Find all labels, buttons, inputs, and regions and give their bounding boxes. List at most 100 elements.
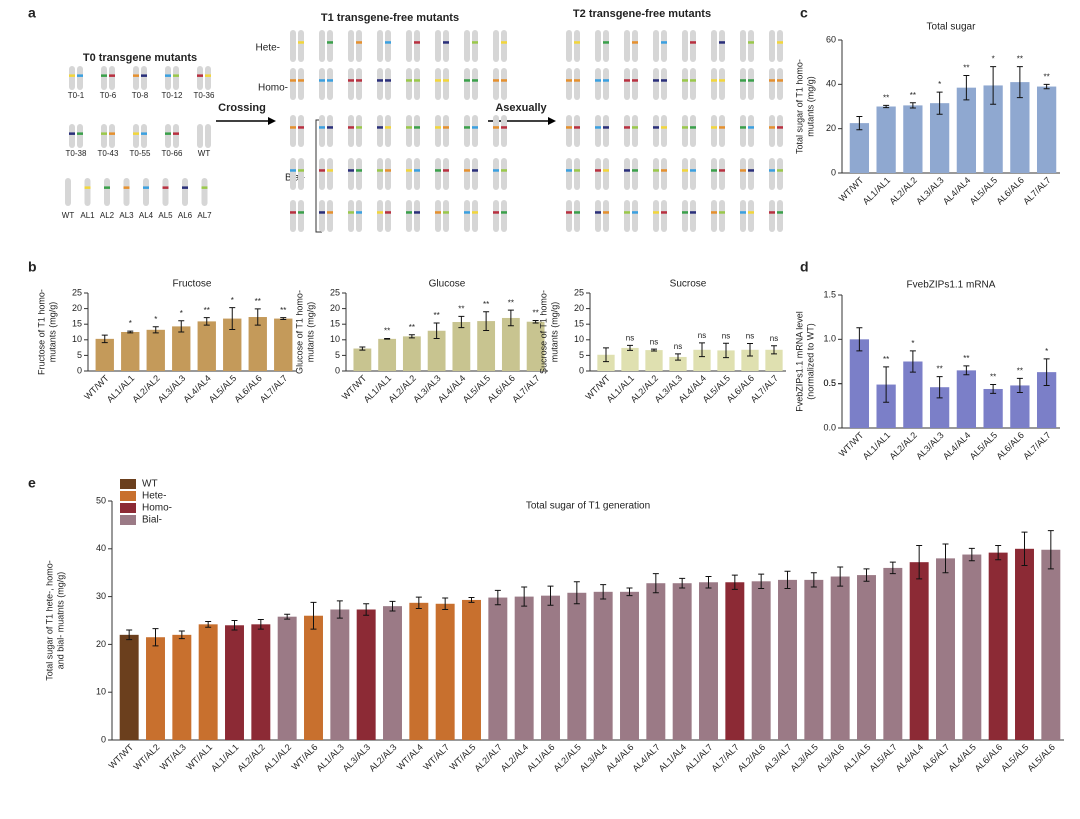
chromosome xyxy=(748,158,754,190)
x-tick-label: AL6/AL6 xyxy=(973,742,1004,773)
error-bar xyxy=(651,348,657,352)
chromosome xyxy=(603,68,609,100)
significance: ** xyxy=(883,355,889,364)
chromosome-band xyxy=(290,169,296,172)
error-bar xyxy=(433,322,440,340)
error-bar xyxy=(990,384,997,394)
chromosome xyxy=(377,158,383,190)
y-tick-label: 0.5 xyxy=(823,378,836,388)
chromosome-band xyxy=(356,211,362,214)
chromosome-band xyxy=(690,79,696,82)
chromosome-band xyxy=(711,211,717,214)
chromosome-band xyxy=(406,126,412,129)
error-bar xyxy=(963,74,970,101)
chromosome-band xyxy=(77,132,83,135)
y-tick-label: 50 xyxy=(96,495,106,505)
chromosome-band xyxy=(661,169,667,172)
error-bar xyxy=(1047,530,1054,570)
significance: ** xyxy=(508,298,514,307)
chromosome-band xyxy=(162,186,169,189)
chromosome xyxy=(443,115,449,147)
x-tick-label: AL7/AL7 xyxy=(258,373,289,404)
bar xyxy=(717,350,735,371)
chromosome-band xyxy=(632,211,638,214)
error-bar xyxy=(442,597,449,611)
y-tick-label: 25 xyxy=(330,287,340,297)
chromosome-band xyxy=(443,126,449,129)
bar xyxy=(251,624,271,740)
chromosome xyxy=(205,66,211,90)
chart-title: Sucrose xyxy=(670,279,707,290)
chromosome-band xyxy=(348,126,354,129)
chromosome-band xyxy=(661,126,667,129)
error-bar xyxy=(810,572,817,588)
chromosome xyxy=(653,68,659,100)
significance: * xyxy=(231,296,234,305)
error-bar xyxy=(284,613,291,620)
error-bar xyxy=(359,346,366,351)
x-tick-label: AL2/AL2 xyxy=(887,175,918,206)
error-bar xyxy=(483,311,490,331)
chromosome-band xyxy=(109,132,115,135)
chromosome xyxy=(101,66,107,90)
chromosome xyxy=(719,115,725,147)
error-bar xyxy=(1016,66,1023,99)
chromosome xyxy=(472,115,478,147)
chromosome-band xyxy=(133,74,139,77)
chromosome-band xyxy=(348,79,354,82)
chromosome-band xyxy=(661,79,667,82)
chromosome-band xyxy=(769,79,775,82)
chromosome-band xyxy=(682,211,688,214)
y-tick-label: 10 xyxy=(330,334,340,344)
chromosome-band xyxy=(290,126,296,129)
error-bar xyxy=(458,315,465,329)
chromosome-band xyxy=(69,74,75,77)
x-tick-label: AL5/AL7 xyxy=(867,742,898,773)
bar xyxy=(223,318,242,371)
bar xyxy=(172,634,192,740)
chromosome xyxy=(414,30,420,62)
chromosome-band xyxy=(574,169,580,172)
significance: * xyxy=(1045,347,1048,356)
error-bar xyxy=(532,319,539,324)
t0-label: T0-38 xyxy=(66,149,87,158)
y-tick-label: 1.5 xyxy=(823,289,836,299)
chromosome xyxy=(69,124,75,148)
bar xyxy=(402,336,421,371)
y-tick-label: 15 xyxy=(574,319,584,329)
chromosome xyxy=(777,115,783,147)
error-bar xyxy=(101,334,108,344)
chromosome xyxy=(632,200,638,232)
x-tick-label: AL3/AL6 xyxy=(815,742,846,773)
y-axis-label: Glucose of T1 homo- xyxy=(294,290,304,374)
significance: ** xyxy=(1017,366,1023,375)
chromosome-band xyxy=(566,126,572,129)
error-bar xyxy=(1021,531,1028,567)
chromosome-band xyxy=(603,211,609,214)
x-tick-label: AL3/AL5 xyxy=(788,742,819,773)
x-tick-label: AL2/AL2 xyxy=(235,742,266,773)
chromosome xyxy=(435,200,441,232)
bar xyxy=(929,103,950,173)
chart-title: Glucose xyxy=(429,279,466,290)
bar xyxy=(435,603,455,740)
chromosome-band xyxy=(327,211,333,214)
y-tick-label: 20 xyxy=(72,303,82,313)
chromosome xyxy=(348,158,354,190)
bar xyxy=(929,387,950,428)
legend-swatch xyxy=(120,515,136,525)
bar xyxy=(725,582,745,740)
bar xyxy=(541,595,560,740)
chromosome xyxy=(777,30,783,62)
chromosome xyxy=(406,115,412,147)
chromosome xyxy=(443,68,449,100)
chromosome xyxy=(348,200,354,232)
chromosome xyxy=(574,30,580,62)
chromosome xyxy=(624,200,630,232)
chromosome-band xyxy=(197,74,203,77)
chromosome-band xyxy=(661,41,667,44)
chromosome-band xyxy=(414,126,420,129)
chromosome xyxy=(632,158,638,190)
chromosome-band xyxy=(748,41,754,44)
chromosome xyxy=(123,178,130,206)
